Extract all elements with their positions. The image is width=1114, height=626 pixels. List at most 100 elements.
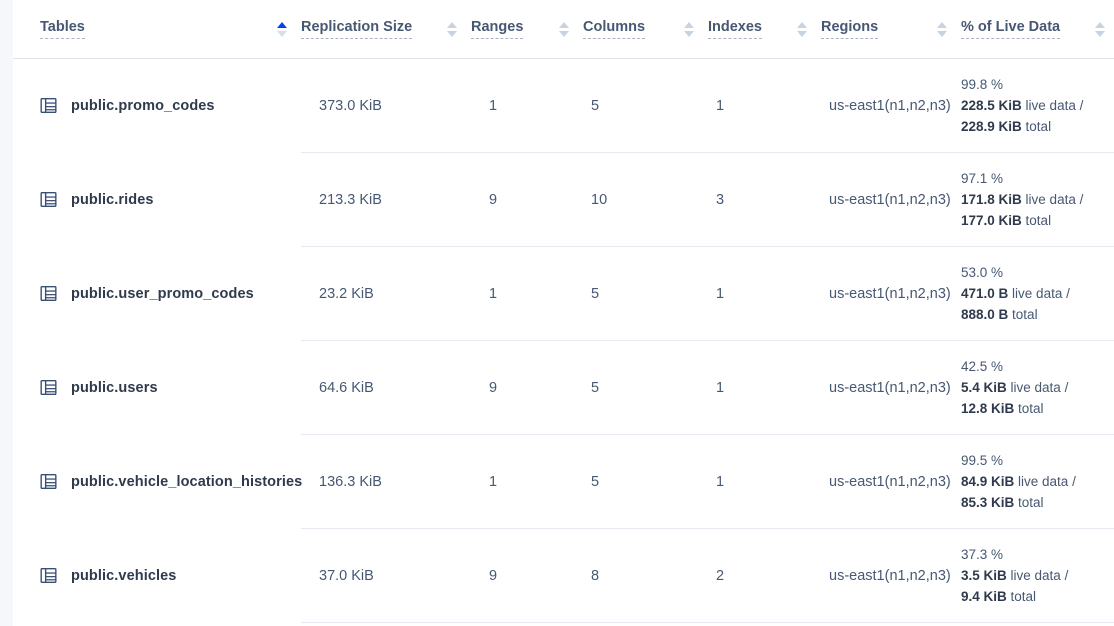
sort-ascending-icon (276, 21, 287, 28)
table-icon (40, 380, 57, 395)
sort-toggle-regions[interactable] (936, 21, 947, 37)
cell-regions: us-east1(n1,n2,n3) (821, 434, 961, 529)
live-data-amount: 5.4 KiB live data / (961, 380, 1069, 395)
cell-table-name[interactable]: public.vehicle_location_histories (13, 434, 303, 529)
cell-regions: us-east1(n1,n2,n3) (821, 246, 961, 341)
cell-regions: us-east1(n1,n2,n3) (821, 152, 961, 247)
cell-ranges: 1 (471, 434, 583, 529)
table-name-link[interactable]: public.rides (71, 191, 154, 208)
column-header-tables-label[interactable]: Tables (40, 19, 85, 39)
cell-ranges: 9 (471, 528, 583, 623)
table-row[interactable]: public.vehicle_location_histories 136.3 … (13, 434, 1114, 529)
table-row[interactable]: public.users 64.6 KiB 9 5 1 us-east1(n1,… (13, 340, 1114, 435)
indexes-value: 1 (716, 285, 725, 302)
live-data-percent: 99.5 % (961, 453, 1004, 468)
cell-columns: 10 (583, 152, 708, 247)
live-data-amount: 3.5 KiB live data / (961, 568, 1069, 583)
sort-ascending-icon (796, 21, 807, 28)
total-data-amount: 888.0 B total (961, 307, 1038, 322)
sort-toggle-columns[interactable] (683, 21, 694, 37)
header-row: Tables Replication Size (13, 0, 1114, 59)
sort-ascending-icon (936, 21, 947, 28)
column-header-pct-live-data[interactable]: % of Live Data (961, 0, 1114, 59)
column-header-replication-size[interactable]: Replication Size (301, 0, 471, 59)
sort-toggle-indexes[interactable] (796, 21, 807, 37)
cell-columns: 5 (583, 58, 708, 153)
cell-columns: 5 (583, 434, 708, 529)
cell-replication-size: 373.0 KiB (301, 58, 471, 153)
columns-value: 5 (591, 285, 600, 302)
regions-value: us-east1(n1,n2,n3) (829, 97, 951, 114)
sort-descending-icon (446, 30, 457, 37)
cell-columns: 8 (583, 528, 708, 623)
total-data-amount: 9.4 KiB total (961, 589, 1037, 604)
table-name-link[interactable]: public.user_promo_codes (71, 285, 254, 302)
table-row[interactable]: public.user_promo_codes 23.2 KiB 1 5 1 u… (13, 246, 1114, 341)
table-icon (40, 98, 57, 113)
live-data-amount: 471.0 B live data / (961, 286, 1070, 301)
cell-ranges: 1 (471, 246, 583, 341)
replication-size-value: 373.0 KiB (319, 97, 382, 114)
sort-descending-icon (276, 30, 287, 37)
sort-descending-icon (558, 30, 569, 37)
total-data-amount: 12.8 KiB total (961, 401, 1044, 416)
replication-size-value: 23.2 KiB (319, 285, 374, 302)
cell-replication-size: 64.6 KiB (301, 340, 471, 435)
columns-value: 5 (591, 97, 600, 114)
sort-toggle-pct-live-data[interactable] (1094, 21, 1105, 37)
table-name-link[interactable]: public.vehicle_location_histories (71, 473, 303, 490)
cell-regions: us-east1(n1,n2,n3) (821, 58, 961, 153)
total-data-amount: 177.0 KiB total (961, 213, 1052, 228)
columns-value: 10 (591, 191, 608, 208)
column-header-replication-size-label[interactable]: Replication Size (301, 19, 413, 39)
regions-value: us-east1(n1,n2,n3) (829, 473, 951, 490)
column-header-ranges[interactable]: Ranges (471, 0, 583, 59)
indexes-value: 1 (716, 97, 725, 114)
ranges-value: 1 (489, 473, 498, 490)
table-row[interactable]: public.vehicles 37.0 KiB 9 8 2 us-east1(… (13, 528, 1114, 623)
sort-toggle-tables[interactable] (276, 21, 287, 37)
column-header-regions-label[interactable]: Regions (821, 19, 879, 39)
indexes-value: 2 (716, 567, 725, 584)
table-row[interactable]: public.promo_codes 373.0 KiB 1 5 1 us-ea… (13, 58, 1114, 153)
cell-indexes: 1 (708, 434, 821, 529)
sort-ascending-icon (1094, 21, 1105, 28)
table-name-link[interactable]: public.users (71, 379, 158, 396)
ranges-value: 9 (489, 567, 498, 584)
column-header-tables[interactable]: Tables (13, 0, 301, 59)
cell-ranges: 9 (471, 340, 583, 435)
cell-table-name[interactable]: public.user_promo_codes (13, 246, 301, 341)
tables-card: Tables Replication Size (13, 0, 1114, 626)
live-data-percent: 99.8 % (961, 77, 1004, 92)
indexes-value: 1 (716, 473, 725, 490)
cell-table-name[interactable]: public.promo_codes (13, 58, 301, 153)
table-name-link[interactable]: public.promo_codes (71, 97, 215, 114)
cell-ranges: 1 (471, 58, 583, 153)
column-header-ranges-label[interactable]: Ranges (471, 19, 524, 39)
replication-size-value: 37.0 KiB (319, 567, 374, 584)
cell-table-name[interactable]: public.rides (13, 152, 301, 247)
sort-toggle-replication-size[interactable] (446, 21, 457, 37)
cell-table-name[interactable]: public.vehicles (13, 528, 301, 623)
columns-value: 8 (591, 567, 600, 584)
cell-ranges: 9 (471, 152, 583, 247)
table-icon (40, 474, 57, 489)
sort-descending-icon (936, 30, 947, 37)
replication-size-value: 64.6 KiB (319, 379, 374, 396)
sort-toggle-ranges[interactable] (558, 21, 569, 37)
live-data-amount: 228.5 KiB live data / (961, 98, 1084, 113)
column-header-columns[interactable]: Columns (583, 0, 708, 59)
table-name-link[interactable]: public.vehicles (71, 567, 177, 584)
column-header-pct-live-data-label[interactable]: % of Live Data (961, 19, 1061, 39)
live-data-amount: 171.8 KiB live data / (961, 192, 1084, 207)
column-header-columns-label[interactable]: Columns (583, 19, 646, 39)
cell-table-name[interactable]: public.users (13, 340, 301, 435)
sort-ascending-icon (446, 21, 457, 28)
column-header-indexes-label[interactable]: Indexes (708, 19, 762, 39)
column-header-regions[interactable]: Regions (821, 0, 961, 59)
sort-descending-icon (796, 30, 807, 37)
regions-value: us-east1(n1,n2,n3) (829, 567, 951, 584)
column-header-indexes[interactable]: Indexes (708, 0, 821, 59)
table-row[interactable]: public.rides 213.3 KiB 9 10 3 us-east1(n… (13, 152, 1114, 247)
